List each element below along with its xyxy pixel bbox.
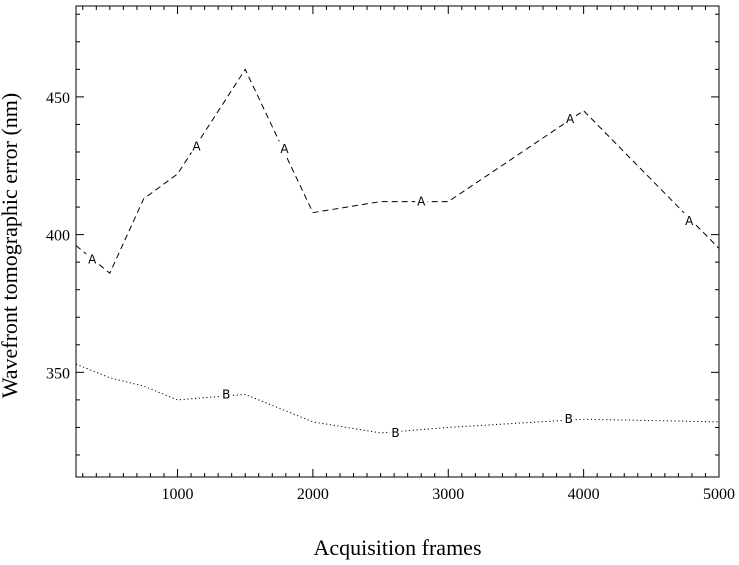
x-axis-label: Acquisition frames	[313, 535, 481, 560]
series-marker-label: A	[88, 252, 97, 266]
axis-ticks: 1000 2000 3000 4000 5000 350 400 450	[46, 6, 735, 503]
marker-bg	[190, 138, 203, 153]
series-B: B B B	[75, 363, 720, 440]
plot-area-frame	[75, 5, 720, 478]
y-axis-label: Wavefront tomographic error (nm)	[0, 93, 22, 399]
x-tick-label: 4000	[568, 486, 600, 503]
y-tick-label: 450	[46, 90, 70, 107]
series-marker-label: A	[192, 139, 201, 153]
marker-bg	[415, 193, 428, 208]
series-marker-label: A	[685, 214, 694, 228]
y-tick-label: 350	[46, 365, 70, 382]
marker-bg	[389, 424, 402, 439]
series-marker-label: A	[417, 195, 426, 209]
marker-bg	[564, 110, 577, 125]
series-layer: A A A A A A B B B	[75, 68, 720, 440]
x-tick-label: 1000	[162, 486, 194, 503]
marker-bg	[562, 411, 575, 426]
series-marker-label: A	[280, 142, 289, 156]
x-tick-label: 5000	[703, 486, 735, 503]
marker-bg	[683, 212, 696, 227]
series-A: A A A A A A	[75, 68, 720, 274]
series-marker-label: B	[391, 426, 399, 440]
series-marker-label: A	[566, 112, 575, 126]
marker-bg	[220, 386, 233, 401]
marker-bg	[86, 251, 99, 266]
marker-bg	[278, 141, 291, 156]
series-marker-label: B	[565, 412, 573, 426]
series-line-A	[75, 68, 720, 274]
x-tick-label: 2000	[297, 486, 329, 503]
series-line-B	[75, 363, 720, 434]
series-marker-label: B	[222, 387, 230, 401]
y-tick-label: 400	[46, 228, 70, 245]
x-tick-label: 3000	[432, 486, 464, 503]
